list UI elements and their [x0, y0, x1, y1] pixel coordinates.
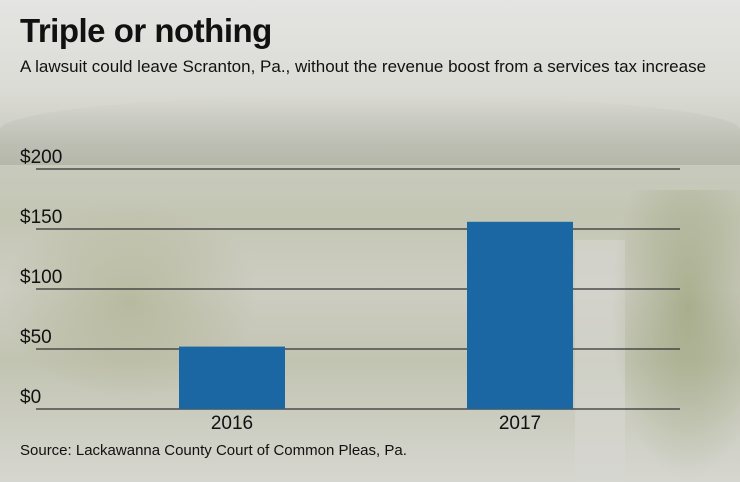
y-tick-label: $150	[20, 207, 62, 228]
source-note: Source: Lackawanna County Court of Commo…	[20, 442, 407, 459]
chart-subtitle: A lawsuit could leave Scranton, Pa., wit…	[20, 57, 707, 76]
y-tick-label: $0	[20, 387, 41, 408]
bar-2017	[467, 221, 573, 409]
y-tick-label: $100	[20, 267, 62, 288]
bar-2016	[179, 346, 285, 409]
x-tick-label: 2016	[211, 413, 253, 434]
x-tick-label: 2017	[499, 413, 541, 434]
chart-title: Triple or nothing	[20, 12, 272, 49]
y-tick-label: $200	[20, 147, 62, 168]
y-tick-label: $50	[20, 327, 52, 348]
